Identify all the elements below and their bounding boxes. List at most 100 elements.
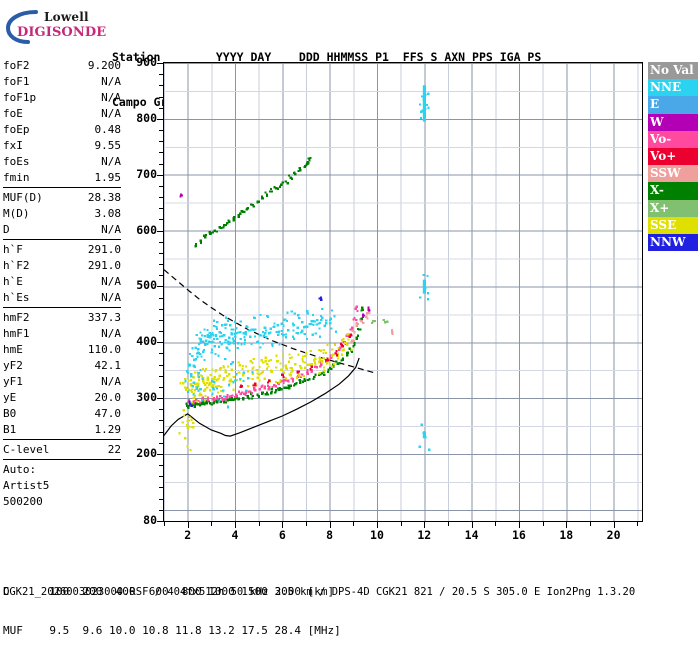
legend-swatch-ssw[interactable]: SSW: [648, 165, 698, 183]
param-name: D: [3, 223, 10, 236]
param-row: hmE 110.0: [3, 342, 121, 358]
legend-swatch-nne[interactable]: NNE: [648, 79, 698, 97]
y-axis-tick-label: 300: [136, 390, 157, 405]
x-axis-tick: [424, 521, 426, 528]
overlay-curve: [164, 357, 360, 437]
plot-gridlines: [164, 63, 642, 521]
param-row: fxI 9.55: [3, 138, 121, 154]
x-axis-tick-label: 10: [370, 528, 384, 542]
legend-swatch-w[interactable]: W: [648, 113, 698, 131]
y-axis-tick-label: 80: [143, 513, 157, 527]
interference-streak: [422, 85, 426, 122]
param-name: foEs: [3, 155, 30, 168]
y-axis-tick-label: 600: [136, 222, 157, 237]
param-value: N/A: [101, 375, 121, 388]
legend-swatch-e[interactable]: E: [648, 96, 698, 114]
param-value: 1.29: [94, 423, 122, 436]
param-name: B0: [3, 407, 17, 420]
param-row: foF1p N/A: [3, 90, 121, 106]
divider: [3, 307, 121, 308]
param-row: h`F2 291.0: [3, 258, 121, 274]
legend-swatch-x[interactable]: X+: [648, 199, 698, 217]
y-axis-tick-label: 500: [136, 278, 157, 293]
divider: [3, 439, 121, 440]
legend-swatch-label: SSW: [650, 166, 681, 181]
param-name: foF1: [3, 75, 30, 88]
param-value: N/A: [101, 275, 121, 288]
param-row: foEs N/A: [3, 154, 121, 170]
param-name: foF2: [3, 59, 30, 72]
legend-swatch-label: W: [650, 114, 664, 129]
param-row: yF2 42.1: [3, 358, 121, 374]
legend-swatch-x[interactable]: X-: [648, 182, 698, 200]
x-axis-tick-label: 18: [559, 528, 574, 542]
param-name: h`Es: [3, 291, 30, 304]
param-row: foEp 0.48: [3, 122, 121, 138]
autoscaler-info: Auto: Artist5 500200: [3, 462, 121, 510]
param-row: h`E N/A: [3, 274, 121, 290]
param-value: 9.55: [94, 139, 122, 152]
legend-swatch-label: NNW: [650, 234, 686, 249]
x-axis-tick: [234, 521, 236, 528]
param-row: MUF(D) 28.38: [3, 190, 121, 206]
param-value: 3.08: [94, 207, 122, 220]
lowell-digisonde-logo: Lowell DIGISONDE: [4, 9, 106, 45]
param-name: h`F2: [3, 259, 30, 272]
legend-swatch-sse[interactable]: SSE: [648, 216, 698, 234]
x-axis-tick: [613, 521, 615, 528]
x-axis-tick: [376, 521, 378, 528]
param-name: foE: [3, 107, 23, 120]
param-name: foF1p: [3, 91, 37, 104]
logo-arc-icon: [5, 10, 38, 44]
y-axis-tick-label: 400: [136, 334, 157, 349]
x-axis-tick: [518, 521, 520, 528]
param-name: hmF2: [3, 311, 30, 324]
interference-streak: [422, 279, 426, 294]
param-name: C-level: [3, 443, 50, 456]
param-name: yF1: [3, 375, 23, 388]
logo-digisonde-text: DIGISONDE: [17, 25, 107, 40]
param-group-frequencies: foF2 9.200 foF1 N/A foF1p N/A foE N/A foEp 0.…: [3, 58, 121, 186]
ionogram-plot[interactable]: [163, 62, 643, 522]
muf-table-row-d: D 100 200 400 600 800 1000 1500 3000 [km…: [3, 585, 335, 598]
legend-swatch-vo[interactable]: Vo+: [648, 147, 698, 166]
autoscaler-name: Artist5: [3, 479, 50, 492]
param-row: hmF1 N/A: [3, 326, 121, 342]
legend-swatch-label: E: [650, 97, 660, 112]
x-axis-tick-label: 20: [606, 528, 621, 542]
y-axis-tick-label: 700: [136, 166, 157, 181]
x-axis-tick: [566, 521, 568, 528]
divider: [3, 187, 121, 188]
x-axis-tick-label: 12: [417, 528, 432, 542]
x-axis-tick: [329, 521, 331, 528]
param-name: h`F: [3, 243, 23, 256]
param-name: yF2: [3, 359, 23, 372]
autoscaler-code: 500200: [3, 495, 43, 508]
x-axis-tick-label: 2: [184, 528, 192, 542]
param-row: D N/A: [3, 222, 121, 238]
autoscaler-label: Auto:: [3, 463, 37, 476]
param-value: 291.0: [87, 243, 121, 256]
param-row: B0 47.0: [3, 406, 121, 422]
param-name: hmE: [3, 343, 23, 356]
ionogram-parameters-panel: foF2 9.200 foF1 N/A foF1p N/A foE N/A foEp 0.…: [3, 58, 121, 510]
legend-swatch-nnw[interactable]: NNW: [648, 233, 698, 252]
x-axis-tick: [282, 521, 284, 528]
param-value: N/A: [101, 223, 121, 236]
param-value: 28.38: [87, 191, 121, 204]
param-value: 337.3: [87, 311, 121, 324]
muf-table-row-muf: MUF 9.5 9.6 10.0 10.8 11.8 13.2 17.5 28.…: [3, 624, 341, 637]
legend-swatch-label: X+: [650, 200, 670, 215]
plot-overlay-curves: [164, 269, 378, 437]
divider: [3, 459, 121, 460]
legend-swatch-label: NNE: [650, 80, 682, 95]
overlay-curve: [164, 269, 378, 375]
param-name: fxI: [3, 139, 23, 152]
legend-swatch-vo[interactable]: Vo-: [648, 130, 698, 148]
legend-swatch-no-val[interactable]: No Val: [648, 62, 698, 80]
param-group-muf: MUF(D) 28.38 M(D) 3.08 D N/A: [3, 190, 121, 238]
x-axis-tick-label: 4: [231, 528, 239, 542]
legend-swatch-label: SSE: [650, 217, 677, 232]
param-value: 1.95: [94, 171, 122, 184]
param-value: N/A: [101, 91, 121, 104]
